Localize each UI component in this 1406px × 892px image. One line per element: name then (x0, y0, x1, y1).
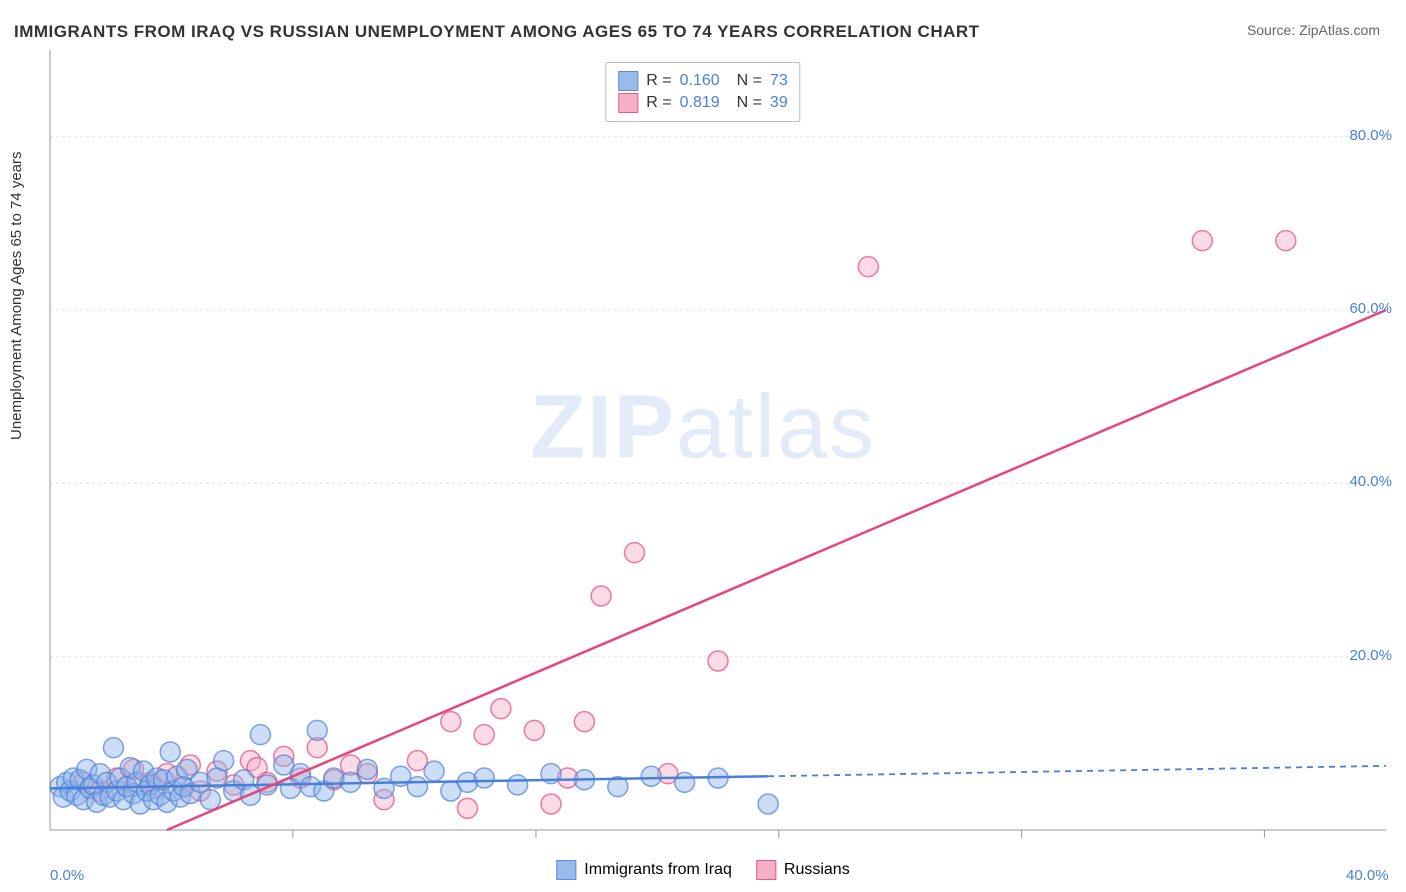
y-tick-label: 60.0% (1349, 300, 1392, 317)
legend-series: Immigrants from Iraq Russians (556, 860, 849, 880)
legend-r-value-0: 0.160 (680, 72, 720, 90)
legend-stats-row-0: R = 0.160 N = 73 (618, 71, 787, 91)
x-tick-label: 40.0% (1346, 867, 1389, 884)
legend-series-item-1: Russians (756, 860, 850, 880)
y-tick-label: 40.0% (1349, 473, 1392, 490)
y-tick-label: 80.0% (1349, 127, 1392, 144)
legend-series-label-0: Immigrants from Iraq (584, 861, 732, 879)
y-tick-label: 20.0% (1349, 647, 1392, 664)
legend-series-label-1: Russians (784, 861, 850, 879)
legend-series-swatch-0 (556, 860, 576, 880)
scatter-chart (0, 0, 1406, 892)
legend-stats: R = 0.160 N = 73 R = 0.819 N = 39 (605, 62, 800, 122)
legend-r-label-0: R = (646, 72, 671, 90)
legend-stats-row-1: R = 0.819 N = 39 (618, 93, 787, 113)
legend-n-value-0: 73 (770, 72, 788, 90)
legend-series-swatch-1 (756, 860, 776, 880)
legend-swatch-1 (618, 93, 638, 113)
legend-r-label-1: R = (646, 94, 671, 112)
legend-swatch-0 (618, 71, 638, 91)
x-tick-label: 0.0% (50, 867, 84, 884)
legend-n-label-0: N = (728, 72, 762, 90)
legend-series-item-0: Immigrants from Iraq (556, 860, 732, 880)
legend-n-label-1: N = (728, 94, 762, 112)
legend-n-value-1: 39 (770, 94, 788, 112)
legend-r-value-1: 0.819 (680, 94, 720, 112)
